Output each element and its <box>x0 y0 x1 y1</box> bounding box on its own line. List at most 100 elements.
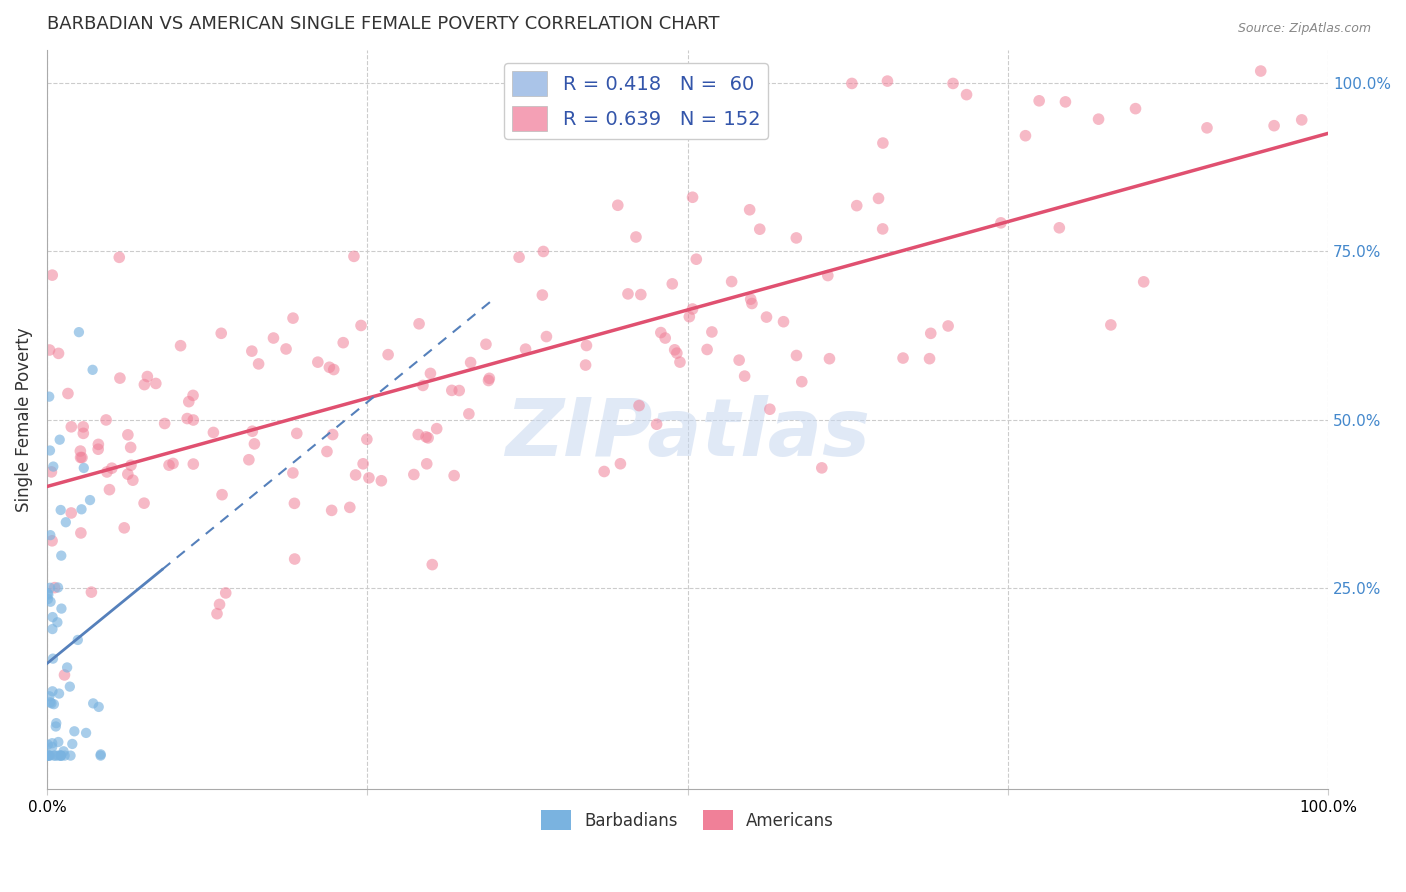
Point <box>263 331 285 345</box>
Point <box>630 287 652 301</box>
Point <box>307 355 329 369</box>
Text: ZIPatlas: ZIPatlas <box>505 395 870 474</box>
Point <box>72 426 94 441</box>
Point <box>420 558 443 572</box>
Point <box>370 474 392 488</box>
Point <box>240 424 263 438</box>
Point <box>181 388 204 402</box>
Point <box>460 355 482 369</box>
Point <box>90 748 112 763</box>
Point <box>654 331 676 345</box>
Point <box>477 374 499 388</box>
Point <box>685 252 707 267</box>
Point <box>205 607 228 621</box>
Point <box>41 268 63 282</box>
Point <box>740 292 762 306</box>
Point <box>406 427 429 442</box>
Point <box>316 444 339 458</box>
Point <box>79 493 101 508</box>
Point <box>117 427 139 442</box>
Point <box>876 74 898 88</box>
Point <box>37 748 59 763</box>
Point <box>211 488 233 502</box>
Point <box>41 697 63 711</box>
Point <box>443 468 465 483</box>
Point <box>720 275 742 289</box>
Point <box>322 427 344 442</box>
Point <box>70 525 93 540</box>
Point <box>285 426 308 441</box>
Point <box>70 450 93 465</box>
Point <box>39 595 62 609</box>
Point <box>606 198 628 212</box>
Point <box>48 687 70 701</box>
Point <box>42 697 65 711</box>
Point <box>132 496 155 510</box>
Point <box>352 457 374 471</box>
Point <box>45 716 67 731</box>
Point <box>416 431 439 445</box>
Point <box>51 601 73 615</box>
Point <box>339 500 361 515</box>
Point <box>318 360 340 375</box>
Point <box>121 473 143 487</box>
Point <box>1047 220 1070 235</box>
Point <box>49 748 72 763</box>
Point <box>177 394 200 409</box>
Point <box>247 357 270 371</box>
Point <box>1014 128 1036 143</box>
Point <box>96 465 118 479</box>
Point <box>38 748 60 763</box>
Point <box>37 586 59 600</box>
Point <box>66 632 89 647</box>
Point <box>872 136 894 150</box>
Point <box>734 369 756 384</box>
Point <box>918 351 941 366</box>
Point <box>415 430 437 444</box>
Point <box>87 442 110 457</box>
Point <box>42 748 65 763</box>
Point <box>41 684 63 698</box>
Point <box>741 296 763 310</box>
Point <box>134 377 156 392</box>
Point <box>59 748 82 763</box>
Point <box>44 581 66 595</box>
Point <box>508 250 530 264</box>
Point <box>41 610 63 624</box>
Point <box>63 724 86 739</box>
Point <box>82 363 104 377</box>
Point <box>82 697 104 711</box>
Point <box>942 77 965 91</box>
Point <box>101 461 124 475</box>
Point <box>665 346 688 360</box>
Point <box>682 301 704 316</box>
Point <box>108 250 131 264</box>
Point <box>37 592 59 607</box>
Point <box>818 351 841 366</box>
Point <box>120 458 142 473</box>
Point <box>38 748 60 763</box>
Point <box>169 339 191 353</box>
Point <box>664 343 686 357</box>
Point <box>281 311 304 326</box>
Point <box>283 496 305 510</box>
Text: Source: ZipAtlas.com: Source: ZipAtlas.com <box>1237 22 1371 36</box>
Point <box>53 668 76 682</box>
Point <box>650 326 672 340</box>
Point <box>176 411 198 425</box>
Point <box>817 268 839 283</box>
Point <box>790 375 813 389</box>
Point <box>87 699 110 714</box>
Point <box>755 310 778 324</box>
Point <box>238 452 260 467</box>
Point <box>39 581 62 595</box>
Point <box>51 549 73 563</box>
Point <box>37 588 59 602</box>
Point <box>153 417 176 431</box>
Point <box>274 342 297 356</box>
Point <box>56 386 79 401</box>
Point <box>108 371 131 385</box>
Point <box>73 461 96 475</box>
Point <box>209 326 232 341</box>
Point <box>94 413 117 427</box>
